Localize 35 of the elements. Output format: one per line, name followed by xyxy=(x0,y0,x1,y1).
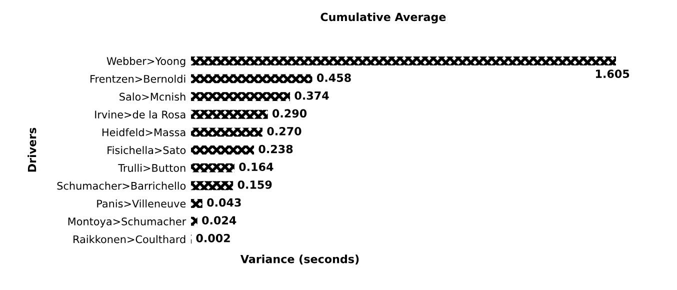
y-tick-label: Fisichella>Sato xyxy=(108,146,186,154)
y-tick-label: Frentzen>Bernoldi xyxy=(90,74,186,83)
bar xyxy=(191,74,312,84)
bar xyxy=(191,92,290,101)
y-tick-label: Trulli>Button xyxy=(118,164,186,172)
data-label: 0.024 xyxy=(202,216,236,224)
y-tick-label: Schumacher>Barrichello xyxy=(57,182,186,190)
data-label: 0.002 xyxy=(196,234,230,242)
x-axis-title: Variance (seconds) xyxy=(240,254,359,265)
bar xyxy=(191,163,234,172)
y-axis-title: Drivers xyxy=(28,128,36,172)
y-tick-label: Irvine>de la Rosa xyxy=(95,110,186,118)
data-label: 0.159 xyxy=(238,180,272,189)
data-label: 0.164 xyxy=(239,162,274,172)
data-label: 0.374 xyxy=(294,91,329,100)
chart-title: Cumulative Average xyxy=(320,12,446,24)
y-tick-label: Raikkonen>Coulthard xyxy=(74,235,186,244)
bar xyxy=(191,199,202,208)
y-tick-label: Montoya>Schumacher xyxy=(68,217,186,228)
data-label: 1.605 xyxy=(596,70,630,78)
y-tick-label: Webber>Yoong xyxy=(106,56,186,68)
bar xyxy=(191,181,234,190)
y-tick-label: Panis>Villeneuve xyxy=(97,199,186,208)
bar xyxy=(191,56,616,66)
data-label: 0.238 xyxy=(258,144,293,154)
bar xyxy=(191,128,262,137)
y-tick-label: Salo>Mcnish xyxy=(120,92,186,101)
data-label: 0.458 xyxy=(316,74,351,82)
bar xyxy=(191,216,198,226)
data-label: 0.290 xyxy=(272,109,307,118)
y-tick-label: Heidfeld>Massa xyxy=(102,128,186,136)
bar xyxy=(191,146,254,154)
bar xyxy=(191,110,268,119)
data-label: 0.270 xyxy=(267,127,302,136)
data-label: 0.043 xyxy=(207,198,241,207)
